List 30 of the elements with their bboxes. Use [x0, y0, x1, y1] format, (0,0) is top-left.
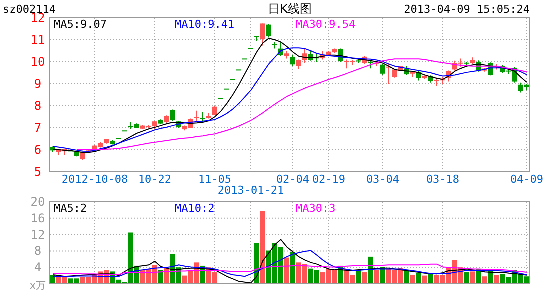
x-tick-label: 2013-01-21 — [218, 184, 284, 197]
y-tick-label: 11 — [30, 33, 46, 47]
x-tick-label: 10-22 — [138, 173, 172, 186]
text: MA5:2 — [54, 202, 88, 215]
x-tick-label: 02-04 — [276, 173, 310, 186]
text: MA30:3 — [296, 202, 336, 215]
x-tick-label: 03-04 — [366, 173, 400, 186]
y-tick-label: 20 — [30, 195, 46, 209]
text: 2013-04-09 15:05:24 — [404, 3, 530, 16]
x-tick-label: 2012-10-08 — [62, 173, 128, 186]
y-tick-label: 16 — [30, 211, 46, 226]
x-tick-label: 03-18 — [426, 173, 460, 186]
y-tick-label: 7 — [34, 121, 42, 135]
y-tick-label: 8 — [34, 99, 42, 113]
x-tick-label: 04-09 — [510, 173, 544, 186]
y-tick-label: 4 — [34, 260, 42, 275]
x-tick-label: 02-19 — [312, 173, 346, 186]
text: MA10:9.41 — [175, 18, 235, 31]
y-tick-label: 9 — [34, 77, 42, 91]
x-tick-label: 11-05 — [198, 173, 232, 186]
text: MA5:9.07 — [54, 18, 107, 31]
y-axis-title: x万 — [30, 281, 46, 292]
y-tick-label: 10 — [30, 55, 46, 69]
y-tick-label: 12 — [30, 228, 46, 242]
y-tick-label: 6 — [34, 143, 42, 157]
chart-title: 日K线图 — [268, 2, 312, 16]
y-tick-label: 5 — [34, 165, 42, 179]
text: MA10:2 — [175, 202, 215, 215]
y-tick-label: 8 — [34, 244, 42, 258]
text: MA30:9.54 — [296, 18, 356, 31]
